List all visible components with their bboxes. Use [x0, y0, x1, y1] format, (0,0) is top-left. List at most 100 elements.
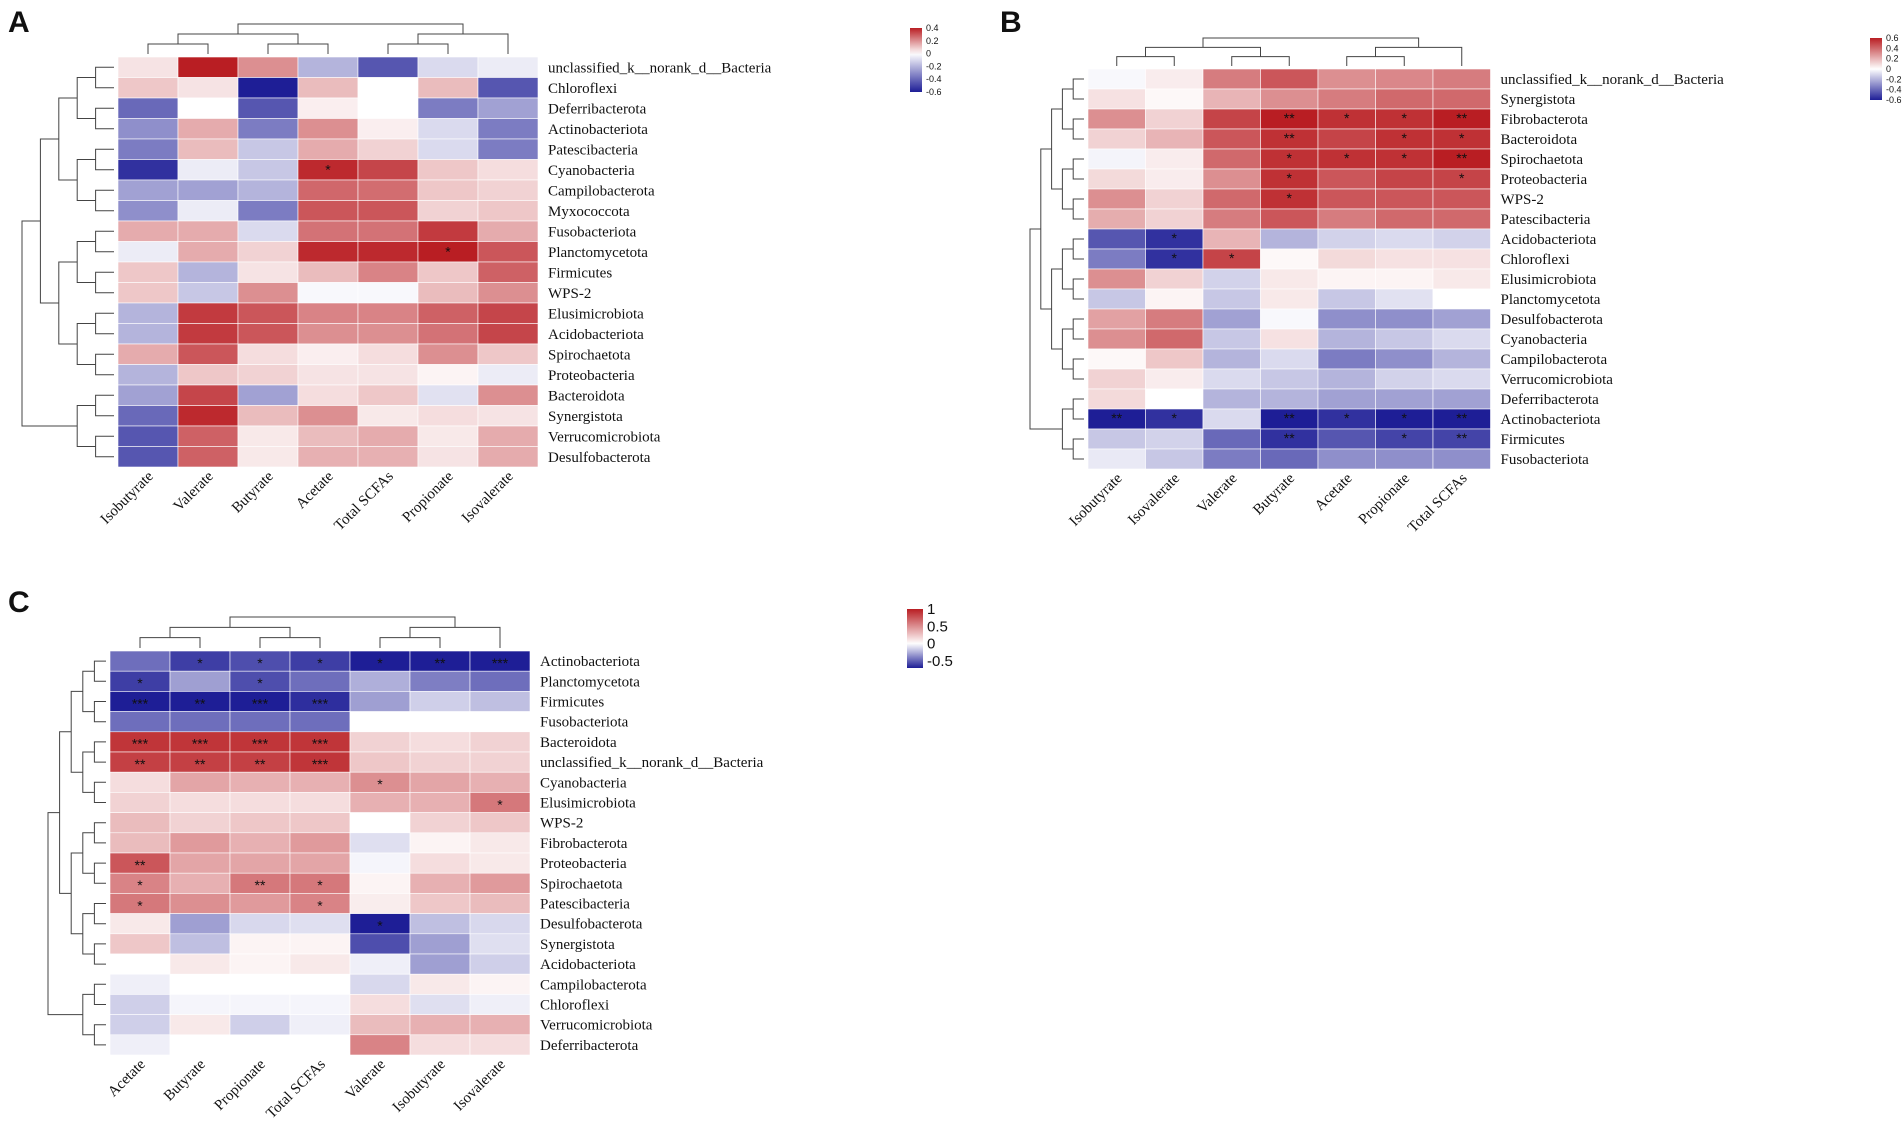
heatmap-cell	[1202, 148, 1261, 170]
legend-tick-label: 0.2	[926, 36, 939, 46]
significance-mark: *	[197, 655, 203, 671]
row-label: Desulfobacterota	[1501, 312, 1604, 328]
heatmap-cell	[177, 138, 239, 160]
heatmap-cell	[1317, 128, 1376, 150]
heatmap-cell	[469, 1014, 531, 1036]
heatmap-cell	[1145, 148, 1204, 170]
heatmap-cell	[1087, 368, 1146, 390]
heatmap-panel-b: B** * * **** * ** * * *** **** *** * ** * * **** * **uncl…	[1000, 6, 1902, 536]
heatmap-cell	[1202, 68, 1261, 90]
heatmap-cell	[357, 323, 419, 345]
heatmap-cell	[237, 56, 299, 78]
heatmap-cell	[229, 832, 291, 854]
heatmap-cell	[409, 731, 471, 753]
heatmap-cell	[469, 913, 531, 935]
column-label: Valerate	[1195, 470, 1241, 516]
heatmap-cell	[177, 405, 239, 427]
significance-mark: *	[497, 796, 503, 812]
significance-mark: *	[1287, 190, 1293, 206]
heatmap-cell	[1432, 68, 1491, 90]
significance-mark: **	[1284, 430, 1295, 446]
heatmap-cell	[117, 138, 179, 160]
heatmap-cell	[477, 56, 539, 78]
heatmap-cell	[409, 872, 471, 894]
legend-tick-label: -0.2	[1886, 74, 1902, 84]
heatmap-cell	[117, 405, 179, 427]
heatmap-cell	[349, 731, 411, 753]
row-label: Fusobacteriota	[1501, 452, 1590, 468]
row-label: Chloroflexi	[1501, 252, 1570, 268]
row-label: Actinobacteriota	[1501, 412, 1601, 428]
heatmap-cell	[117, 179, 179, 201]
significance-mark: **	[195, 695, 206, 711]
row-label: Chloroflexi	[548, 81, 617, 97]
heatmap-cell	[1087, 168, 1146, 190]
row-label: Cyanobacteria	[540, 775, 627, 791]
heatmap-cell	[297, 323, 359, 345]
row-label: Myxococcota	[548, 204, 630, 220]
heatmap-cell	[417, 261, 479, 283]
row-label: WPS-2	[540, 816, 583, 832]
heatmap-cell	[477, 97, 539, 119]
heatmap-cell	[297, 200, 359, 222]
heatmap-cell	[349, 711, 411, 733]
significance-marks: ** * * **** * ** * * *** **** *** * ** * * **** * **	[1111, 110, 1467, 446]
heatmap-cell	[1432, 328, 1491, 350]
column-label: Isovalerate	[451, 1056, 509, 1114]
heatmap-cell	[289, 852, 351, 874]
row-label: Planctomycetota	[548, 245, 648, 261]
row-label: Acidobacteriota	[540, 957, 636, 973]
significance-mark: **	[135, 756, 146, 772]
heatmap-cell	[1202, 208, 1261, 230]
heatmap-cell	[1145, 188, 1204, 210]
heatmap-cell	[169, 893, 231, 914]
heatmap-cell	[469, 812, 531, 834]
heatmap-cell	[237, 323, 299, 345]
heatmap-cell	[1317, 328, 1376, 350]
heatmap-cell	[1375, 168, 1434, 190]
heatmap-cell	[1375, 268, 1434, 290]
heatmap-cell	[169, 953, 231, 975]
heatmap-cell	[409, 953, 471, 975]
legend-tick-label: 0.6	[1886, 33, 1899, 43]
heatmap-cell	[109, 933, 171, 955]
heatmap-cell	[297, 138, 359, 160]
heatmap-cell	[477, 179, 539, 201]
heatmap-cell	[1375, 328, 1434, 350]
significance-mark: *	[377, 655, 383, 671]
column-label: Isovalerate	[459, 468, 517, 526]
heatmap-cell	[117, 77, 179, 99]
heatmap-cell	[417, 56, 479, 78]
column-label: Acetate	[293, 468, 337, 512]
heatmap-cell	[117, 323, 179, 345]
heatmap-cell	[1202, 228, 1261, 250]
heatmap-cell	[1375, 288, 1434, 310]
legend-colorbar	[907, 609, 923, 668]
heatmap-cell	[1317, 228, 1376, 250]
heatmap-cell	[1087, 288, 1146, 310]
heatmap-cell	[357, 220, 419, 242]
heatmap-cell	[297, 343, 359, 365]
heatmap-cell	[477, 405, 539, 427]
legend-tick-label: 0.2	[1886, 54, 1899, 64]
heatmap-cell	[1260, 288, 1319, 310]
legend-tick-label: 0	[926, 49, 931, 59]
row-label: Elusimicrobiota	[540, 796, 636, 812]
heatmap-cell	[469, 731, 531, 753]
heatmap-cell	[417, 77, 479, 99]
heatmap-cell	[349, 812, 411, 834]
legend-tick-label: 0	[927, 636, 935, 653]
heatmap-cell	[109, 832, 171, 854]
column-label: Butyrate	[1250, 470, 1298, 518]
heatmap-cell	[1432, 288, 1491, 310]
legend-tick-label: -0.6	[926, 87, 942, 97]
row-label: Synergistota	[548, 409, 623, 425]
heatmap-cell	[357, 425, 419, 447]
row-label: Desulfobacterota	[540, 917, 643, 933]
heatmap-cell	[417, 282, 479, 304]
heatmap-cell	[1432, 248, 1491, 270]
heatmap-cell	[1317, 68, 1376, 90]
heatmap-cell	[1317, 308, 1376, 330]
heatmap-cell	[177, 56, 239, 78]
heatmap-cell	[297, 77, 359, 99]
